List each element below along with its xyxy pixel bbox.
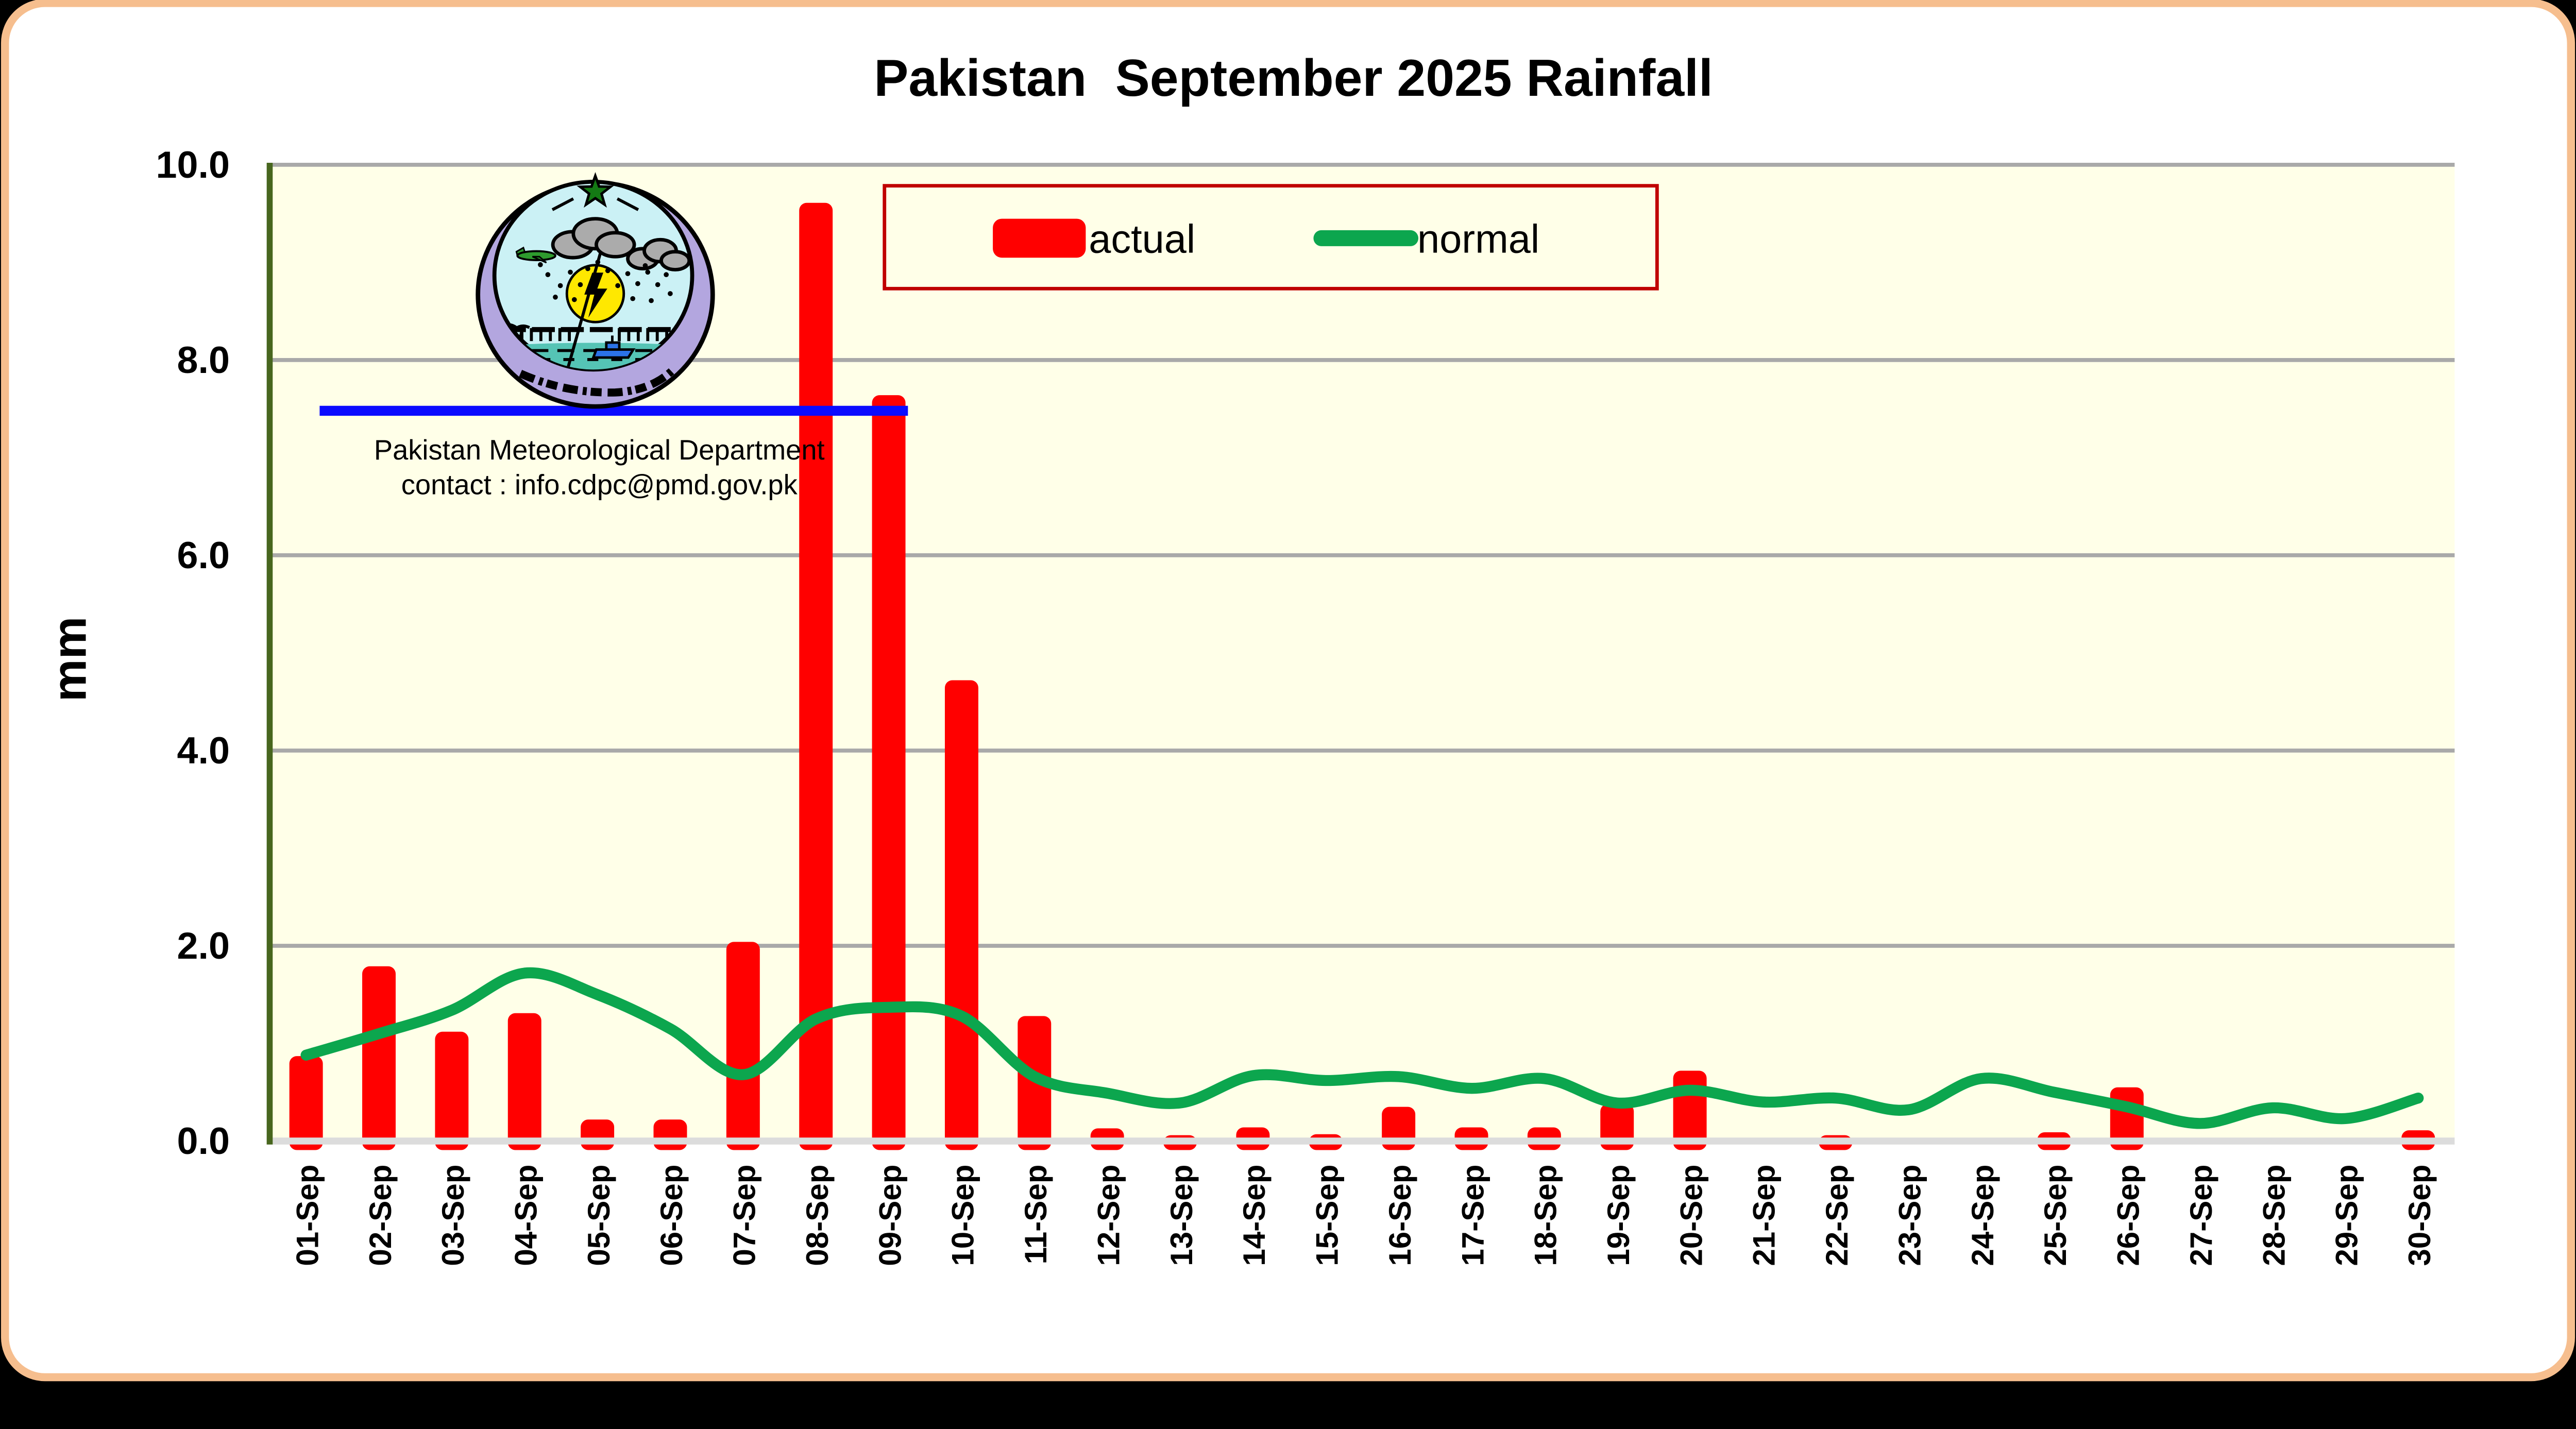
x-tick-03-Sep: 03-Sep [436,1165,470,1266]
x-tick-10-Sep: 10-Sep [946,1165,980,1266]
x-tick-01-Sep: 01-Sep [290,1165,325,1266]
x-tick-02-Sep: 02-Sep [363,1165,398,1266]
y-tick-8.0: 8.0 [177,338,230,381]
bars-actual [289,202,2435,1150]
logo-airplane-icon [515,246,556,264]
bar-06-Sep [653,1119,687,1150]
bar-04-Sep [507,1013,541,1150]
x-tick-14-Sep: 14-Sep [1237,1165,1272,1266]
legend-swatch-actual [993,218,1086,258]
x-tick-23-Sep: 23-Sep [1892,1165,1927,1266]
legend: actual normal [883,184,1659,291]
bar-09-Sep [872,395,906,1150]
x-tick-22-Sep: 22-Sep [1820,1165,1854,1266]
x-tick-30-Sep: 30-Sep [2402,1165,2437,1266]
logo-calligraphy [518,367,675,397]
x-tick-24-Sep: 24-Sep [1965,1165,2000,1266]
y-tick-0.0: 0.0 [177,1119,230,1162]
x-tick-11-Sep: 11-Sep [1019,1165,1053,1265]
bar-10-Sep [944,680,978,1150]
gridlines [269,163,2455,948]
x-tick-27-Sep: 27-Sep [2184,1165,2218,1266]
y-tick-6.0: 6.0 [177,534,230,576]
bar-02-Sep [362,966,396,1150]
y-tick-10.0: 10.0 [156,143,230,186]
y-tick-4.0: 4.0 [177,729,230,772]
y-tick-labels: 0.0 2.0 4.0 6.0 8.0 10.0 [156,143,230,1162]
legend-label-actual: actual [1089,217,1195,261]
bar-07-Sep [726,942,760,1150]
x-tick-16-Sep: 16-Sep [1383,1165,1417,1266]
x-tick-20-Sep: 20-Sep [1674,1165,1708,1266]
annotation-contact: contact : info.cdpc@pmd.gov.pk [401,469,798,501]
bar-08-Sep [799,202,833,1150]
pmd-logo [476,172,715,409]
x-tick-04-Sep: 04-Sep [509,1165,544,1266]
x-tick-18-Sep: 18-Sep [1529,1165,1563,1266]
line-normal [300,967,2424,1129]
chart-title: Pakistan September 2025 Rainfall [874,49,1713,107]
y-axis-label: mm [43,617,96,702]
x-tick-19-Sep: 19-Sep [1601,1165,1636,1266]
x-tick-13-Sep: 13-Sep [1164,1165,1199,1266]
legend-label-normal: normal [1417,217,1539,261]
x-tick-25-Sep: 25-Sep [2038,1165,2073,1266]
x-tick-09-Sep: 09-Sep [873,1165,907,1266]
logo-lightning-icon [584,273,607,318]
normal-line-path [300,967,2424,1129]
x-tick-06-Sep: 06-Sep [654,1165,689,1266]
y-tick-2.0: 2.0 [177,924,230,967]
annotation-department: Pakistan Meteorological Department [374,434,825,466]
x-tick-26-Sep: 26-Sep [2111,1165,2146,1266]
x-tick-12-Sep: 12-Sep [1091,1165,1126,1266]
bar-05-Sep [581,1119,615,1150]
x-tick-17-Sep: 17-Sep [1455,1165,1490,1266]
bar-03-Sep [435,1031,469,1150]
x-tick-29-Sep: 29-Sep [2330,1165,2364,1266]
x-tick-05-Sep: 05-Sep [582,1165,616,1266]
x-tick-08-Sep: 08-Sep [800,1165,835,1266]
x-tick-labels: 01-Sep 02-Sep 03-Sep 04-Sep 05-Sep 06-Sep 07-S… [290,1165,2437,1266]
bar-11-Sep [1018,1016,1052,1150]
logo-rain [538,260,673,303]
logo-ship-icon [591,335,636,359]
x-tick-15-Sep: 15-Sep [1310,1165,1345,1266]
x-tick-21-Sep: 21-Sep [1747,1165,1782,1266]
x-tick-07-Sep: 07-Sep [727,1165,762,1266]
logo-clouds [551,217,691,271]
bar-01-Sep [289,1056,323,1150]
logo-star-icon [577,172,614,208]
x-tick-28-Sep: 28-Sep [2257,1165,2291,1266]
